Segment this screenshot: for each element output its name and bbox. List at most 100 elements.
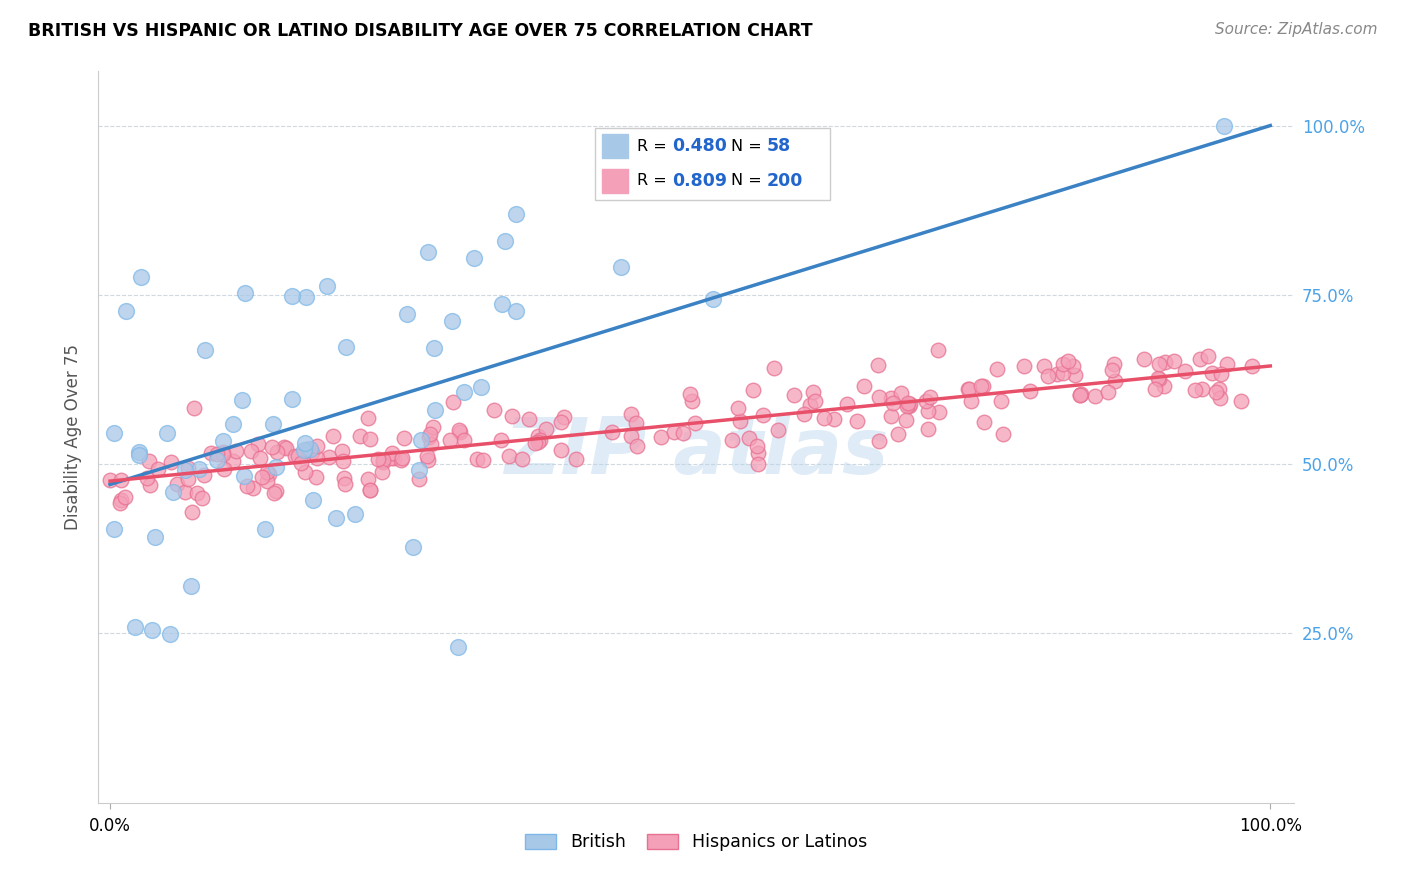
Text: R =: R = — [637, 138, 672, 153]
Point — [465, 452, 488, 467]
Point — [416, 449, 439, 463]
Point — [928, 404, 950, 418]
Point — [823, 411, 845, 425]
Point — [600, 425, 623, 439]
Point — [422, 341, 444, 355]
Point — [266, 484, 288, 499]
Point — [1063, 368, 1085, 383]
Point — [956, 382, 979, 396]
Point — [146, 462, 169, 476]
Point — [382, 450, 405, 465]
Text: 58: 58 — [766, 137, 790, 155]
Point — [835, 397, 858, 411]
Point — [423, 403, 446, 417]
Point — [332, 454, 354, 468]
Point — [260, 440, 283, 454]
Point — [186, 486, 208, 500]
Point — [1212, 119, 1234, 133]
Point — [242, 481, 264, 495]
Point — [1197, 349, 1219, 363]
Point — [250, 469, 273, 483]
Point — [231, 392, 253, 407]
Point — [232, 468, 254, 483]
Point — [1174, 364, 1197, 378]
Point — [249, 451, 271, 466]
Point — [804, 394, 827, 409]
Point — [868, 358, 890, 372]
Point — [298, 442, 321, 456]
Point — [986, 362, 1008, 376]
Point — [527, 428, 550, 442]
Point — [471, 453, 494, 467]
Point — [315, 278, 337, 293]
Point — [190, 491, 212, 506]
Point — [114, 304, 136, 318]
Point — [1147, 372, 1170, 386]
Point — [626, 417, 648, 431]
Point — [256, 465, 278, 479]
Point — [159, 626, 181, 640]
Point — [1184, 383, 1206, 397]
Point — [441, 394, 464, 409]
Point — [1012, 359, 1035, 373]
Point — [447, 640, 470, 654]
Point — [813, 411, 835, 425]
Point — [1056, 354, 1078, 368]
Point — [416, 244, 439, 259]
Point — [1133, 351, 1156, 366]
Point — [322, 429, 344, 443]
Point — [370, 465, 392, 479]
Point — [957, 382, 980, 396]
Point — [845, 414, 868, 428]
Point — [1209, 391, 1232, 405]
Point — [401, 541, 423, 555]
Point — [110, 493, 132, 508]
Point — [247, 436, 270, 450]
Point — [853, 378, 876, 392]
Point — [1216, 357, 1239, 371]
Point — [897, 395, 920, 409]
Point — [890, 386, 912, 401]
Point — [359, 432, 381, 446]
Point — [440, 314, 463, 328]
Point — [394, 431, 416, 445]
Point — [1036, 369, 1059, 384]
Point — [482, 403, 505, 417]
Point — [143, 530, 166, 544]
Point — [1205, 384, 1227, 399]
Point — [290, 456, 312, 470]
Point — [801, 385, 824, 400]
Point — [550, 415, 572, 429]
Point — [534, 422, 557, 436]
Point — [391, 451, 413, 466]
Point — [783, 388, 806, 402]
Point — [103, 522, 125, 536]
Point — [917, 422, 939, 436]
Point — [212, 444, 235, 458]
Point — [1163, 354, 1185, 368]
Point — [294, 465, 316, 479]
Point — [356, 472, 378, 486]
Point — [887, 427, 910, 442]
Legend: British, Hispanics or Latinos: British, Hispanics or Latinos — [516, 824, 876, 860]
FancyBboxPatch shape — [595, 128, 830, 200]
Point — [264, 459, 287, 474]
Point — [156, 426, 179, 441]
Point — [420, 437, 443, 451]
Point — [1101, 363, 1123, 377]
Point — [793, 407, 815, 421]
Point — [408, 463, 430, 477]
Point — [162, 485, 184, 500]
Point — [419, 427, 441, 442]
Point — [359, 483, 381, 497]
Text: N =: N = — [731, 173, 762, 188]
Point — [411, 434, 433, 448]
Point — [447, 423, 470, 437]
Point — [505, 303, 527, 318]
Point — [139, 478, 162, 492]
Point — [395, 307, 418, 321]
Point — [141, 624, 163, 638]
Point — [173, 484, 195, 499]
Point — [381, 446, 404, 460]
Point — [609, 260, 631, 274]
